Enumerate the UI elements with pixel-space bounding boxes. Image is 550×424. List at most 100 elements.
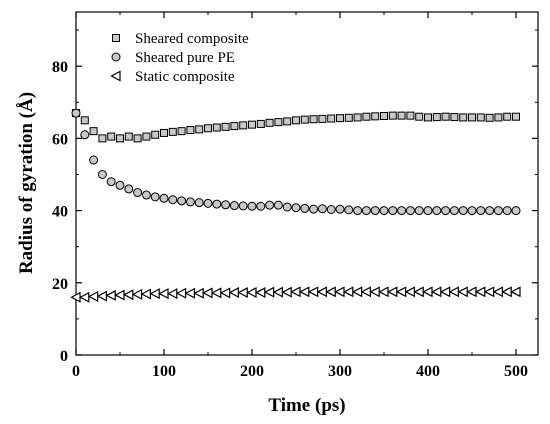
point-sheared-composite (142, 132, 151, 141)
point-sheared-pure-pe (106, 177, 116, 187)
point-sheared-composite (344, 113, 353, 122)
point-sheared-pure-pe (141, 190, 151, 200)
point-static-composite (290, 286, 301, 298)
point-sheared-composite (512, 112, 520, 121)
y-tick-label: 80 (52, 59, 68, 76)
point-sheared-composite (300, 115, 309, 124)
point-sheared-pure-pe (476, 206, 486, 216)
point-sheared-composite (221, 122, 230, 131)
point-sheared-pure-pe (150, 192, 160, 202)
point-sheared-pure-pe (212, 199, 222, 209)
point-sheared-pure-pe (71, 108, 81, 118)
point-sheared-composite (80, 116, 89, 125)
point-sheared-pure-pe (493, 206, 503, 216)
point-sheared-composite (89, 127, 98, 136)
point-static-composite (492, 286, 503, 298)
point-sheared-pure-pe (291, 203, 301, 213)
point-sheared-composite (353, 113, 362, 122)
point-sheared-pure-pe (344, 205, 354, 215)
y-tick-label: 60 (52, 131, 68, 148)
point-sheared-pure-pe (185, 197, 195, 207)
point-sheared-composite (468, 113, 476, 122)
point-static-composite (457, 286, 468, 298)
point-sheared-composite (265, 118, 274, 127)
point-static-composite (395, 286, 407, 298)
x-tick-label: 300 (328, 363, 352, 380)
point-sheared-pure-pe (115, 180, 125, 190)
point-static-composite (281, 286, 292, 298)
point-sheared-pure-pe (485, 206, 495, 216)
point-static-composite (501, 286, 512, 298)
legend-marker-static-composite (110, 70, 121, 82)
point-static-composite (378, 286, 389, 298)
point-static-composite (343, 286, 354, 298)
point-sheared-composite (450, 113, 459, 122)
point-static-composite (114, 289, 125, 301)
point-sheared-composite (406, 111, 415, 120)
point-static-composite (96, 290, 108, 302)
point-sheared-pure-pe (449, 206, 459, 216)
point-sheared-pure-pe (256, 201, 266, 211)
point-sheared-composite (107, 132, 116, 141)
point-sheared-composite (494, 113, 503, 122)
point-sheared-pure-pe (467, 206, 477, 216)
point-sheared-composite (476, 113, 485, 122)
point-sheared-pure-pe (458, 206, 468, 216)
point-sheared-pure-pe (370, 206, 380, 216)
point-static-composite (211, 287, 222, 299)
point-static-composite (105, 289, 116, 301)
point-sheared-composite (362, 112, 371, 121)
point-sheared-composite (415, 112, 424, 121)
legend-label-sheared-pure-pe: Sheared pure PE (135, 50, 235, 66)
point-static-composite (431, 286, 442, 298)
point-sheared-composite (283, 117, 292, 126)
point-static-composite (123, 289, 134, 301)
point-static-composite (237, 287, 248, 299)
point-static-composite (228, 287, 239, 299)
point-sheared-composite (177, 127, 186, 136)
point-sheared-pure-pe (282, 202, 292, 212)
point-sheared-pure-pe (97, 169, 107, 179)
data-marks (70, 108, 521, 303)
point-static-composite (413, 286, 424, 298)
point-sheared-composite (195, 125, 204, 134)
point-sheared-composite (204, 124, 212, 133)
legend-label-sheared-composite: Sheared composite (135, 31, 249, 47)
point-sheared-pure-pe (273, 200, 283, 210)
point-static-composite (325, 286, 336, 298)
point-static-composite (334, 286, 345, 298)
point-sheared-pure-pe (229, 201, 239, 211)
point-sheared-pure-pe (80, 130, 90, 140)
point-static-composite (404, 286, 415, 298)
point-sheared-pure-pe (441, 206, 451, 216)
point-sheared-composite (186, 126, 195, 135)
x-tick-label: 200 (240, 363, 264, 380)
x-tick-label: 400 (416, 363, 440, 380)
point-static-composite (307, 286, 319, 298)
point-sheared-composite (371, 112, 380, 121)
point-sheared-pure-pe (335, 204, 345, 214)
x-tick-label: 0 (72, 363, 80, 380)
point-sheared-composite (230, 122, 239, 131)
point-sheared-composite (318, 114, 327, 123)
point-sheared-composite (327, 114, 336, 123)
point-sheared-composite (256, 119, 265, 128)
point-static-composite (475, 286, 486, 298)
point-sheared-composite (160, 128, 168, 137)
x-tick-label: 500 (504, 363, 528, 380)
point-sheared-composite (380, 111, 388, 120)
legend: Sheared composite Sheared pure PE Static c… (110, 31, 249, 85)
legend-marker-sheared-pure-pe (111, 52, 121, 62)
point-sheared-composite (336, 114, 344, 123)
point-sheared-pure-pe (397, 206, 407, 216)
point-sheared-pure-pe (432, 206, 442, 216)
axis-ticks: 0 100 200 300 400 500 0 20 40 60 80 (52, 12, 538, 380)
point-static-composite (219, 287, 231, 299)
legend-label-static-composite: Static composite (135, 69, 235, 85)
point-sheared-composite (124, 132, 133, 141)
x-axis-title: Time (ps) (268, 395, 345, 416)
point-sheared-composite (503, 112, 512, 121)
point-sheared-composite (133, 134, 142, 143)
point-static-composite (184, 287, 195, 299)
point-sheared-composite (151, 130, 160, 139)
